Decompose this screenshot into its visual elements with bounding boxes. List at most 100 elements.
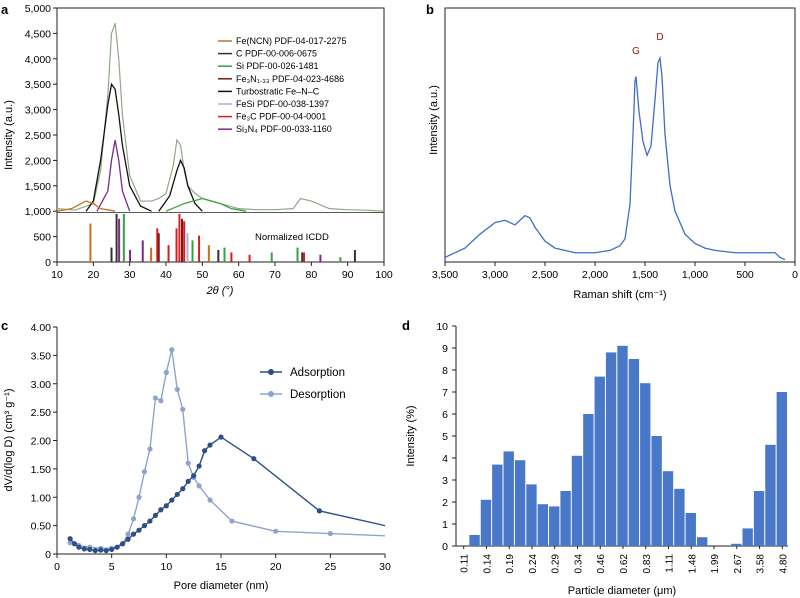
point-desorption — [273, 528, 279, 534]
x-tick-label-b: 1,500 — [632, 269, 658, 281]
y-tick-label-a: 1,000 — [25, 206, 51, 218]
legend-label-a: Si₃N₄ PDF-00-033-1160 — [236, 124, 332, 134]
x-tick-label-a: 10 — [51, 269, 63, 281]
legend-label-a: Fe₃N₁.₃₃ PDF-04-023-4686 — [236, 74, 344, 84]
x-tick-label-d: 2.67 — [733, 554, 744, 574]
point-adsorption — [130, 531, 137, 537]
x-tick-label-d: 0.62 — [619, 554, 630, 574]
y-tick-label-d: 5 — [442, 431, 448, 443]
point-adsorption — [174, 491, 180, 498]
x-tick-label-d: 0.46 — [596, 554, 607, 574]
point-desorption — [196, 483, 202, 489]
x-tick-label-d: 0.24 — [528, 554, 539, 574]
point-adsorption — [92, 547, 98, 554]
y-tick-label-d: 6 — [442, 409, 448, 421]
point-adsorption — [163, 503, 169, 509]
x-ticks-a: 10 20 30 40 50 60 70 80 90 100 — [51, 262, 393, 281]
point-desorption — [327, 530, 333, 537]
point-adsorption — [180, 486, 186, 492]
bar — [696, 537, 708, 546]
series-lines-b — [444, 55, 786, 261]
x-tick-label-d: 0.83 — [642, 554, 653, 574]
y-tick-label-d: 0 — [442, 541, 448, 553]
y-tick-label-a: 0 — [45, 257, 51, 269]
y-tick-label-a: 1,500 — [25, 181, 51, 193]
point-desorption — [174, 386, 180, 393]
y-ticks-a: 0 500 1,000 1,500 2,000 2,500 3,000 3,500 4,000 4… — [25, 3, 57, 269]
x-ticks-c: 0 5 10 15 20 25 30 — [54, 554, 391, 573]
point-desorption — [152, 395, 158, 401]
y-tick-label-c: 3.50 — [31, 350, 52, 362]
x-tick-label-c: 15 — [215, 561, 227, 573]
point-desorption — [169, 347, 175, 353]
x-tick-label-c: 5 — [109, 561, 115, 573]
series-lines-c — [67, 347, 386, 554]
legend-label-a: Si PDF-00-026-1481 — [236, 61, 319, 71]
x-tick-label-a: 90 — [342, 269, 354, 281]
bars-d — [469, 345, 787, 546]
bar — [514, 460, 526, 546]
y-tick-label-a: 4,500 — [25, 28, 51, 40]
series-lines-a — [56, 23, 385, 212]
x-tick-label-b: 2,000 — [582, 269, 608, 281]
point-desorption — [147, 446, 153, 452]
series-line-a-0 — [56, 23, 385, 212]
point-adsorption — [103, 547, 109, 554]
y-axis-title-a: Intensity (a.u.) — [3, 100, 15, 170]
y-tick-label-d: 9 — [442, 343, 448, 355]
y-tick-label-d: 7 — [442, 387, 448, 399]
point-desorption — [229, 518, 235, 524]
point-adsorption — [191, 473, 197, 479]
y-tick-label-c: 1.50 — [31, 464, 52, 476]
y-tick-label-a: 3,000 — [25, 105, 51, 117]
point-adsorption — [125, 536, 131, 542]
point-adsorption — [169, 497, 175, 503]
y-ticks-c: 0 0.50 1.00 1.50 2.00 2.50 3.00 3.50 4.00 — [31, 322, 57, 561]
x-tick-label-b: 0 — [792, 269, 798, 281]
point-adsorption — [316, 508, 322, 514]
x-ticks-d: 0.11 0.14 0.19 0.24 0.29 0.34 0.46 0.62 0.83 1.11… — [460, 546, 789, 574]
legend-label-a: C PDF-00-006-0675 — [236, 49, 317, 59]
series-line-a-2 — [96, 139, 131, 212]
x-tick-label-d: 1.11 — [665, 554, 676, 573]
series-line-a-4 — [165, 197, 247, 212]
legend-label-a: Turbostratic Fe–N–C — [236, 86, 320, 96]
x-tick-label-b: 500 — [736, 269, 754, 281]
bar — [640, 383, 651, 546]
x-tick-label-d: 1.99 — [710, 554, 721, 574]
bar — [776, 392, 787, 546]
point-adsorption — [76, 544, 82, 550]
bar — [492, 464, 503, 546]
y-tick-label-c: 3.00 — [31, 379, 52, 391]
legend-marker-desorption — [268, 391, 274, 397]
point-adsorption — [147, 518, 153, 524]
y-tick-label-c: 0.50 — [31, 521, 52, 533]
x-tick-label-c: 30 — [379, 561, 391, 573]
y-tick-label-d: 3 — [442, 475, 448, 487]
point-adsorption — [87, 546, 93, 553]
point-desorption — [163, 369, 169, 375]
point-adsorption — [207, 442, 213, 448]
x-axis-title-d: Particle diameter (μm) — [568, 585, 676, 597]
y-axis-title-b: Intensity (a.u.) — [428, 85, 440, 155]
bar — [651, 436, 662, 546]
x-tick-label-d: 0.14 — [482, 554, 493, 574]
point-adsorption — [196, 463, 202, 469]
series-line-a-5 — [56, 200, 116, 212]
x-axis-title-b: Raman shift (cm⁻¹) — [573, 289, 666, 301]
point-adsorption — [67, 536, 73, 542]
bar — [526, 484, 537, 546]
bar — [662, 471, 674, 546]
icdd-ticks — [89, 214, 356, 262]
point-adsorption — [251, 456, 257, 462]
y-tick-label-d: 4 — [442, 453, 448, 465]
bar — [480, 499, 492, 546]
panel-label-a: a — [1, 2, 9, 17]
point-adsorption — [141, 523, 148, 529]
point-adsorption — [114, 544, 120, 550]
icdd-label: Normalized ICDD — [255, 232, 329, 243]
chart-c: 0 5 10 15 20 25 30 0 0.50 1.00 1.50 2.00 2.50 3.00 3.… — [3, 322, 391, 592]
x-tick-label-d: 3.58 — [756, 554, 767, 574]
x-tick-label-c: 25 — [324, 561, 336, 573]
bar — [537, 504, 549, 546]
